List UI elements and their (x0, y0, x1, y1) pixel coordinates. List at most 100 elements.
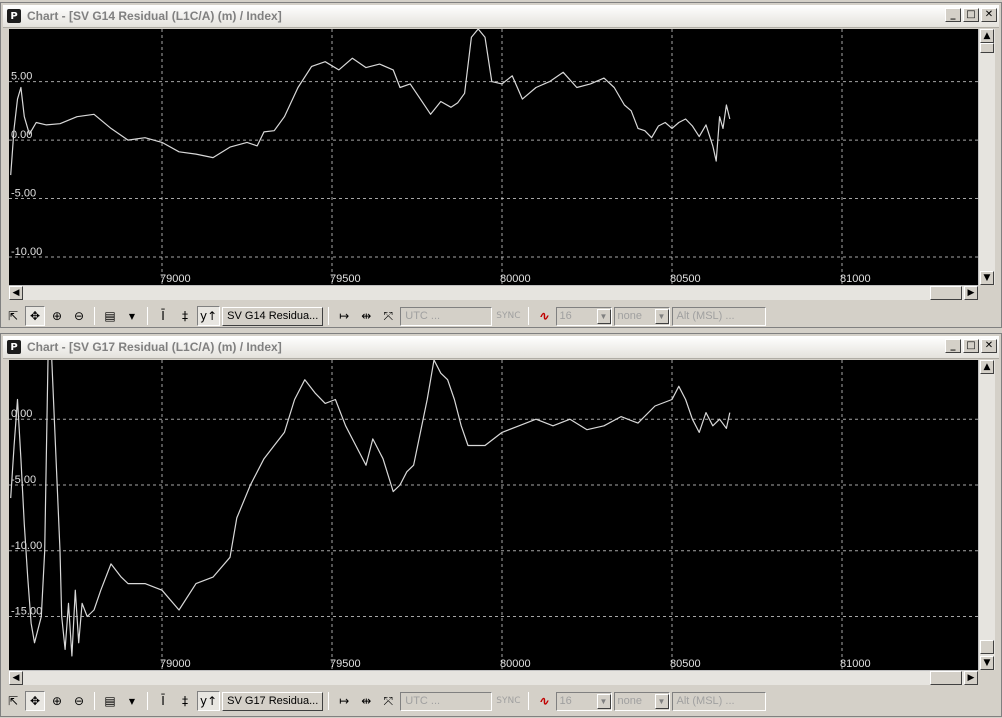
scroll-left-icon[interactable]: ◀ (9, 671, 23, 685)
maximize-button[interactable]: □ (963, 339, 979, 353)
size-select-value: 16 (559, 695, 572, 707)
horizontal-fit-icon[interactable]: ↦ (339, 309, 350, 323)
toolbar-separator (94, 692, 95, 710)
close-button[interactable]: ✕ (981, 339, 997, 353)
x-tick-label: 80000 (500, 658, 531, 670)
dropdown-arrow-icon[interactable]: ▼ (654, 693, 669, 709)
y-tick-label: 0.00 (11, 129, 32, 141)
zoom-out-icon[interactable]: ⊖ (73, 694, 85, 708)
toolbar-separator (527, 692, 529, 710)
toolbar-separator (328, 307, 330, 325)
zoom-out-icon[interactable]: ⊖ (73, 309, 85, 323)
vertical-range-icon[interactable]: ‡ (182, 694, 188, 708)
style-select[interactable]: none ▼ (613, 306, 670, 326)
dropdown-arrow-icon[interactable]: ▼ (654, 308, 669, 324)
horizontal-scrollbar[interactable]: ◀ ▶ (9, 285, 978, 300)
toolbar-separator (328, 692, 330, 710)
x-tick-label: 79000 (160, 658, 191, 670)
scroll-right-icon[interactable]: ▶ (964, 286, 978, 300)
pan-move-icon[interactable]: ✥ (25, 691, 45, 711)
chart-plot-area[interactable]: 79000 79500 80000 80500 81000 5.00 0.00 -5.00 -1… (9, 29, 978, 285)
series-select-button[interactable]: SV G17 Residua... (222, 691, 324, 711)
pan-move-icon[interactable]: ✥ (25, 306, 45, 326)
altitude-field[interactable]: Alt (MSL) ... (671, 691, 766, 711)
y-tick-label: -10.00 (11, 540, 42, 552)
sync-icon[interactable]: SYNC (496, 696, 521, 706)
horizontal-scrollbar[interactable]: ◀ ▶ (9, 670, 978, 685)
scroll-down-icon[interactable]: ▼ (980, 656, 994, 670)
dropdown-arrow-icon[interactable]: ▼ (596, 308, 611, 324)
vertical-cursor-icon[interactable]: Ī (161, 309, 165, 323)
scroll-thumb[interactable] (930, 286, 962, 300)
app-icon: P (7, 340, 21, 354)
scroll-right-icon[interactable]: ▶ (964, 671, 978, 685)
chart-toolbar: ⇱ ✥ ⊕ ⊖ ▤ ▼ Ī ‡ y↑ SV G14 Residua... ↦ ⇹… (3, 304, 999, 328)
chart-toolbar: ⇱ ✥ ⊕ ⊖ ▤ ▼ Ī ‡ y↑ SV G17 Residua... ↦ ⇹… (3, 689, 999, 713)
y-tick-label: 5.00 (11, 71, 32, 83)
zoom-in-icon[interactable]: ⊕ (51, 694, 63, 708)
chart-window-g14: P Chart - [SV G14 Residual (L1C/A) (m) /… (0, 2, 1002, 328)
x-axis-reset-icon[interactable]: ⤧ (383, 693, 394, 708)
y-tick-label: 0.00 (11, 408, 32, 420)
vertical-range-icon[interactable]: ‡ (182, 309, 188, 323)
series-select-button[interactable]: SV G14 Residua... (222, 306, 324, 326)
horizontal-compress-icon[interactable]: ⇹ (361, 309, 372, 323)
scroll-up-icon[interactable]: ▲ (980, 360, 994, 374)
style-select[interactable]: none ▼ (613, 691, 670, 711)
title-bar[interactable]: P Chart - [SV G14 Residual (L1C/A) (m) /… (3, 5, 999, 28)
style-select-value: none (617, 310, 642, 322)
chart-plot-area[interactable]: 79000 79500 80000 80500 81000 0.00 -5.00 -10.00… (9, 360, 978, 670)
y-tick-label: -15.00 (11, 606, 42, 618)
style-select-value: none (617, 695, 642, 707)
sync-icon[interactable]: SYNC (496, 311, 521, 321)
app-icon: P (7, 9, 21, 23)
horizontal-compress-icon[interactable]: ⇹ (361, 694, 372, 708)
altitude-field[interactable]: Alt (MSL) ... (671, 306, 766, 326)
chart-properties-icon[interactable]: ▤ (104, 694, 116, 708)
scroll-up-icon[interactable]: ▲ (980, 29, 994, 43)
x-tick-label: 79500 (330, 658, 361, 670)
size-select[interactable]: 16 ▼ (555, 306, 612, 326)
minimize-button[interactable]: _ (945, 8, 961, 22)
dropdown-arrow-icon[interactable]: ▼ (128, 696, 136, 706)
minimize-button[interactable]: _ (945, 339, 961, 353)
chart-window-g17: P Chart - [SV G17 Residual (L1C/A) (m) /… (0, 333, 1002, 717)
residual-series-line (10, 360, 731, 657)
vertical-scrollbar[interactable]: ▲ ▼ (978, 360, 995, 670)
waveform-icon[interactable]: ∿ (538, 309, 549, 323)
toolbar-separator (147, 307, 148, 325)
x-tick-label: 79000 (160, 273, 191, 285)
y-tick-label: -5.00 (11, 474, 36, 486)
dropdown-arrow-icon[interactable]: ▼ (596, 693, 611, 709)
vertical-scrollbar[interactable]: ▲ ▼ (978, 29, 995, 285)
arrow-pointer-icon[interactable]: ⇱ (7, 694, 19, 708)
x-tick-label: 81000 (840, 658, 871, 670)
window-title: Chart - [SV G14 Residual (L1C/A) (m) / I… (27, 9, 282, 23)
dropdown-arrow-icon[interactable]: ▼ (128, 311, 136, 321)
x-tick-label: 79500 (330, 273, 361, 285)
size-select[interactable]: 16 ▼ (555, 691, 612, 711)
toolbar-separator (527, 307, 529, 325)
arrow-pointer-icon[interactable]: ⇱ (7, 309, 19, 323)
scroll-thumb[interactable] (980, 43, 994, 53)
time-reference-field[interactable]: UTC ... (400, 306, 493, 326)
maximize-button[interactable]: □ (963, 8, 979, 22)
y-axis-scale-icon[interactable]: y↑ (197, 691, 221, 711)
y-axis-scale-icon[interactable]: y↑ (197, 306, 221, 326)
scroll-thumb[interactable] (930, 671, 962, 685)
scroll-thumb[interactable] (980, 640, 994, 654)
x-tick-label: 80000 (500, 273, 531, 285)
zoom-in-icon[interactable]: ⊕ (51, 309, 63, 323)
window-title: Chart - [SV G17 Residual (L1C/A) (m) / I… (27, 340, 282, 354)
vertical-cursor-icon[interactable]: Ī (161, 694, 165, 708)
horizontal-fit-icon[interactable]: ↦ (339, 694, 350, 708)
x-axis-reset-icon[interactable]: ⤧ (383, 308, 394, 323)
size-select-value: 16 (559, 310, 572, 322)
scroll-left-icon[interactable]: ◀ (9, 286, 23, 300)
chart-properties-icon[interactable]: ▤ (104, 309, 116, 323)
time-reference-field[interactable]: UTC ... (400, 691, 493, 711)
close-button[interactable]: ✕ (981, 8, 997, 22)
scroll-down-icon[interactable]: ▼ (980, 271, 994, 285)
waveform-icon[interactable]: ∿ (538, 694, 549, 708)
title-bar[interactable]: P Chart - [SV G17 Residual (L1C/A) (m) /… (3, 336, 999, 359)
